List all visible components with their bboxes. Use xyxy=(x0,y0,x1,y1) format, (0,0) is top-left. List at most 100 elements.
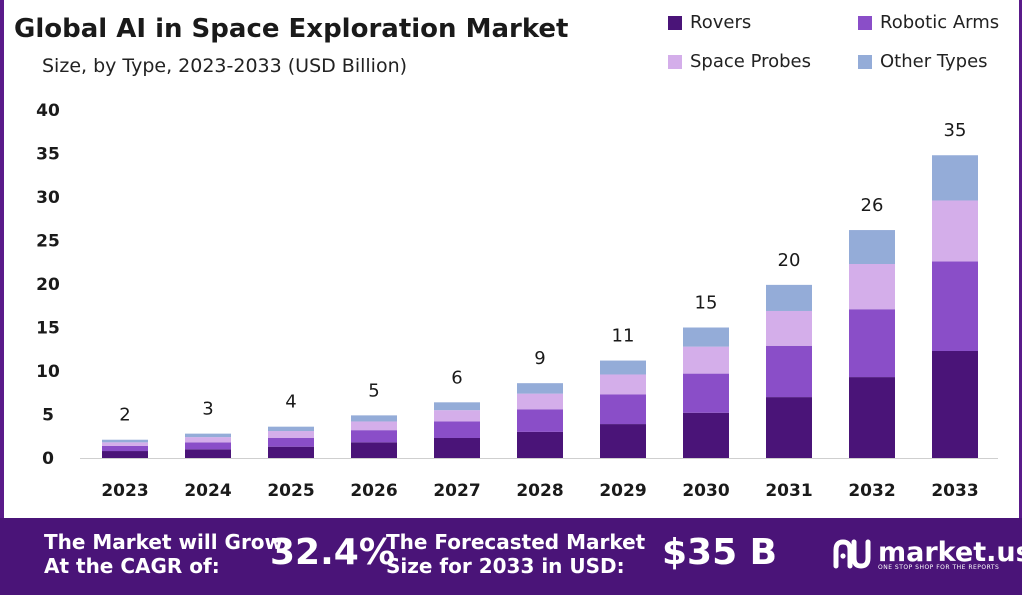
x-tick-label: 2025 xyxy=(267,481,314,501)
y-tick-label: 15 xyxy=(36,319,60,339)
bar-segment-space-probes xyxy=(351,421,397,431)
x-tick-label: 2031 xyxy=(765,481,812,501)
bar-segment-space-probes xyxy=(185,437,231,443)
bar-segment-rovers xyxy=(683,412,729,458)
legend-item-space-probes: Space Probes xyxy=(668,51,811,72)
x-tick-label: 2032 xyxy=(848,481,895,501)
x-tick-label: 2028 xyxy=(516,481,563,501)
market-us-logo: market.us ONE STOP SHOP FOR THE REPORTS xyxy=(832,536,1022,571)
bar-segment-space-probes xyxy=(766,310,812,346)
bar-segment-robotic-arms xyxy=(766,345,812,398)
cagr-caption: The Market will Grow At the CAGR of: xyxy=(44,530,283,578)
cagr-caption-line1: The Market will Grow xyxy=(44,530,284,554)
bar-segment-rovers xyxy=(102,451,148,458)
bar-segment-space-probes xyxy=(268,431,314,438)
bar-segment-robotic-arms xyxy=(434,421,480,438)
footer-banner: The Market will Grow At the CAGR of: 32.… xyxy=(0,518,1022,595)
y-tick-label: 0 xyxy=(42,449,54,469)
bar-segment-robotic-arms xyxy=(517,409,563,432)
bar-segment-other-types xyxy=(932,155,978,201)
bar-segment-rovers xyxy=(268,446,314,458)
bar-segment-other-types xyxy=(434,402,480,411)
bar-segment-robotic-arms xyxy=(102,445,148,452)
bar-segment-rovers xyxy=(351,442,397,458)
bar-segment-other-types xyxy=(766,284,812,311)
bar-segment-rovers xyxy=(849,377,895,458)
bar-total-label: 26 xyxy=(861,195,884,216)
bar-segment-rovers xyxy=(600,424,646,458)
right-frame-border xyxy=(1019,0,1022,518)
bar-segment-other-types xyxy=(351,415,397,422)
bar-segment-rovers xyxy=(185,449,231,458)
chart-title: Global AI in Space Exploration Market xyxy=(14,14,569,44)
bar-segment-robotic-arms xyxy=(932,261,978,351)
left-frame-border xyxy=(0,0,4,518)
logo-name: market.us xyxy=(878,537,1022,568)
bar-segment-space-probes xyxy=(102,442,148,446)
legend-swatch-space-probes xyxy=(668,54,682,69)
bar-segment-rovers xyxy=(517,431,563,458)
legend-swatch-rovers xyxy=(668,15,682,30)
bar-segment-other-types xyxy=(102,439,148,443)
legend-label-rovers: Rovers xyxy=(690,12,752,33)
x-tick-label: 2024 xyxy=(184,481,231,501)
bar-segment-robotic-arms xyxy=(351,430,397,443)
cagr-value: 32.4% xyxy=(270,532,395,573)
bar-total-label: 35 xyxy=(944,120,967,141)
bar-segment-space-probes xyxy=(600,374,646,395)
bar-segment-other-types xyxy=(268,426,314,432)
bar-segment-space-probes xyxy=(434,410,480,422)
legend: Rovers Robotic Arms Space Probes Other T… xyxy=(668,12,1008,82)
bar-total-label: 5 xyxy=(368,380,379,401)
bar-segment-space-probes xyxy=(849,263,895,310)
y-tick-label: 35 xyxy=(36,145,60,165)
bar-segment-space-probes xyxy=(517,393,563,410)
forecast-value: $35 B xyxy=(662,532,778,573)
legend-label-space-probes: Space Probes xyxy=(690,51,812,72)
bar-total-label: 11 xyxy=(612,326,635,347)
x-tick-label: 2026 xyxy=(350,481,397,501)
legend-swatch-robotic-arms xyxy=(858,15,872,30)
x-tick-label: 2030 xyxy=(682,481,729,501)
y-tick-label: 10 xyxy=(36,362,60,382)
bar-total-label: 2 xyxy=(119,405,130,426)
bar-segment-other-types xyxy=(683,327,729,347)
cagr-caption-line2: At the CAGR of: xyxy=(44,554,220,578)
legend-item-robotic-arms: Robotic Arms xyxy=(858,12,999,33)
legend-item-other-types: Other Types xyxy=(858,51,988,72)
bar-segment-other-types xyxy=(849,230,895,264)
x-tick-label: 2029 xyxy=(599,481,646,501)
forecast-caption: The Forecasted Market Size for 2033 in U… xyxy=(386,530,645,578)
bar-segment-robotic-arms xyxy=(600,394,646,425)
bar-total-label: 15 xyxy=(695,293,718,314)
bar-segment-rovers xyxy=(434,437,480,458)
forecast-caption-line1: The Forecasted Market xyxy=(386,530,646,554)
y-tick-label: 40 xyxy=(36,101,60,121)
x-tick-label: 2023 xyxy=(101,481,148,501)
bar-segment-robotic-arms xyxy=(683,373,729,413)
bar-segment-space-probes xyxy=(932,200,978,262)
bar-segment-rovers xyxy=(766,397,812,458)
bar-segment-robotic-arms xyxy=(849,309,895,378)
x-tick-label: 2033 xyxy=(931,481,978,501)
legend-swatch-other-types xyxy=(858,54,872,69)
y-tick-label: 25 xyxy=(36,232,60,252)
bar-segment-other-types xyxy=(600,360,646,375)
chart-subtitle: Size, by Type, 2023-2033 (USD Billion) xyxy=(42,55,408,77)
bar-segment-other-types xyxy=(517,383,563,394)
bar-segment-robotic-arms xyxy=(185,442,231,450)
bar-segment-rovers xyxy=(932,350,978,458)
bar-segment-space-probes xyxy=(683,346,729,374)
forecast-caption-line2: Size for 2033 in USD: xyxy=(386,554,625,578)
market-us-logo-icon xyxy=(833,539,871,569)
bar-total-label: 3 xyxy=(202,399,213,420)
bar-total-label: 4 xyxy=(285,392,296,413)
legend-item-rovers: Rovers xyxy=(668,12,751,33)
y-tick-label: 20 xyxy=(36,275,60,295)
y-tick-label: 5 xyxy=(42,406,54,426)
x-tick-label: 2027 xyxy=(433,481,480,501)
logo-tagline: ONE STOP SHOP FOR THE REPORTS xyxy=(878,564,1000,571)
y-tick-label: 30 xyxy=(36,188,60,208)
stacked-bar-chart: 0510152025303540220233202442025520266202… xyxy=(36,101,998,501)
bar-total-label: 9 xyxy=(534,348,545,369)
